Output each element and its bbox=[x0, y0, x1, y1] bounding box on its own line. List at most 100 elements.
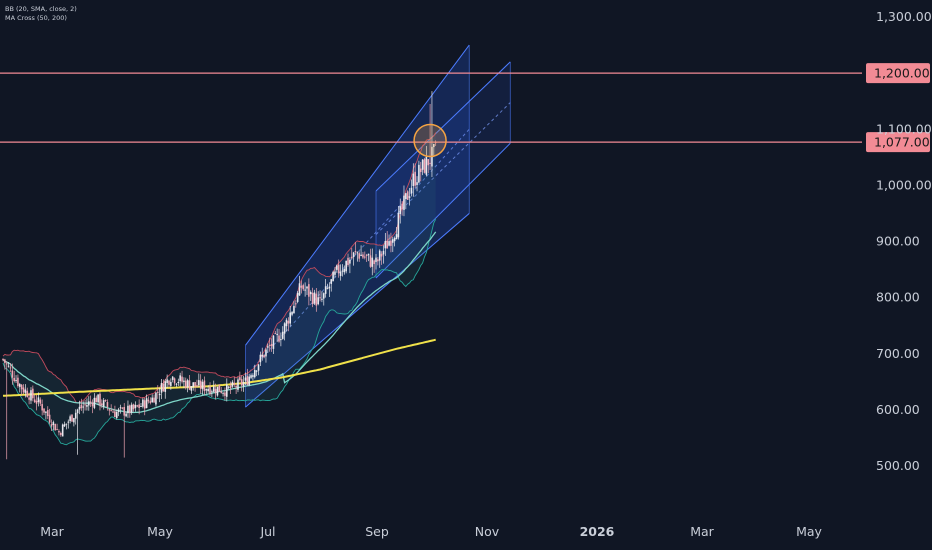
candle bbox=[239, 371, 241, 382]
time-tick-label: Mar bbox=[40, 524, 64, 539]
candle bbox=[78, 400, 81, 415]
candle bbox=[153, 394, 155, 403]
candle bbox=[11, 363, 14, 385]
candle-body bbox=[108, 409, 111, 411]
candle-body bbox=[143, 400, 146, 409]
circle-annotation-layer[interactable] bbox=[413, 123, 447, 158]
candle-body bbox=[186, 380, 189, 388]
candle-body bbox=[367, 253, 370, 256]
candle-body bbox=[280, 339, 282, 341]
candle-body bbox=[17, 377, 19, 387]
candle-body bbox=[373, 260, 375, 265]
candle bbox=[300, 280, 303, 294]
indicator-bb[interactable]: BB (20, SMA, close, 2) bbox=[5, 5, 77, 13]
candle-body bbox=[255, 370, 258, 372]
candle-body bbox=[158, 393, 161, 396]
candle bbox=[343, 265, 346, 275]
candle bbox=[250, 373, 252, 380]
circle-annotation[interactable] bbox=[413, 123, 447, 158]
time-tick-label: Nov bbox=[475, 524, 500, 539]
candle bbox=[360, 245, 362, 257]
candle bbox=[2, 358, 4, 362]
price-tag[interactable] bbox=[866, 63, 930, 84]
candle-body bbox=[371, 257, 374, 267]
candle-body bbox=[142, 399, 144, 407]
candle bbox=[295, 300, 297, 308]
candle bbox=[399, 198, 402, 224]
candle bbox=[268, 337, 271, 352]
price-tick-label: 900.00 bbox=[876, 234, 920, 249]
candle bbox=[377, 257, 379, 266]
candle bbox=[143, 397, 146, 416]
candle bbox=[257, 363, 260, 376]
price-tag[interactable] bbox=[866, 132, 930, 153]
candle bbox=[362, 252, 364, 259]
candle bbox=[352, 251, 355, 266]
candle bbox=[229, 381, 232, 394]
candle-body bbox=[306, 286, 308, 289]
indicator-ma-cross[interactable]: MA Cross (50, 200) bbox=[5, 14, 67, 22]
time-axis[interactable]: Mar May Jul Sep Nov 2026 Mar May bbox=[40, 524, 822, 539]
candle-body bbox=[198, 380, 200, 386]
candle bbox=[134, 401, 137, 412]
regression-channel[interactable] bbox=[375, 61, 511, 279]
candle-body bbox=[86, 404, 88, 407]
candle bbox=[369, 248, 372, 268]
candle bbox=[390, 232, 392, 253]
candle-body bbox=[291, 312, 293, 315]
price-axis[interactable]: 1,300.00 1,100.00 1,000.00 900.00 800.00 700.… bbox=[876, 9, 932, 473]
candle-body bbox=[164, 381, 167, 392]
time-tick-label: Jul bbox=[259, 524, 275, 539]
channel-lower-line[interactable] bbox=[375, 142, 511, 279]
candle bbox=[63, 421, 66, 428]
candle-body bbox=[54, 424, 57, 431]
horizontal-lines[interactable]: 1,200.00 1,077.00 bbox=[0, 63, 930, 153]
candle bbox=[311, 287, 314, 308]
channel-upper-line[interactable] bbox=[375, 61, 511, 192]
candle-body bbox=[240, 379, 243, 386]
candle-body bbox=[408, 196, 411, 198]
candle-body bbox=[170, 381, 172, 386]
candle-body bbox=[39, 399, 42, 404]
candle-body bbox=[246, 376, 249, 385]
candle-body bbox=[391, 239, 394, 243]
candle bbox=[416, 176, 418, 192]
candle-body bbox=[76, 409, 79, 414]
candle-body bbox=[296, 292, 299, 302]
time-tick-label: May bbox=[147, 524, 173, 539]
candle bbox=[233, 377, 236, 388]
candle-body bbox=[358, 253, 361, 259]
candle-body bbox=[71, 414, 73, 422]
candle-body bbox=[67, 421, 70, 423]
candle bbox=[222, 392, 224, 397]
candle-body bbox=[259, 354, 262, 363]
candle-body bbox=[242, 381, 245, 387]
candle-body bbox=[339, 271, 342, 276]
candle bbox=[209, 382, 211, 396]
candle-body bbox=[364, 256, 366, 258]
candle-body bbox=[184, 380, 187, 388]
candle-body bbox=[45, 411, 47, 413]
candle bbox=[403, 185, 405, 217]
candle-body bbox=[248, 376, 250, 386]
candle bbox=[296, 290, 299, 304]
candle bbox=[188, 374, 191, 391]
candle-body bbox=[99, 393, 101, 406]
candle-body bbox=[102, 400, 105, 407]
candle bbox=[69, 414, 71, 424]
candle-body bbox=[347, 257, 349, 266]
candle-body bbox=[334, 271, 336, 275]
candle bbox=[170, 378, 172, 390]
candle bbox=[248, 373, 250, 387]
candle-body bbox=[270, 343, 273, 347]
candle-body bbox=[211, 391, 213, 393]
candle-body bbox=[104, 399, 107, 401]
candle bbox=[328, 282, 331, 297]
candle bbox=[231, 380, 234, 388]
candle bbox=[216, 386, 219, 397]
candle-body bbox=[322, 293, 325, 299]
candle bbox=[261, 347, 264, 361]
candle bbox=[73, 417, 75, 427]
